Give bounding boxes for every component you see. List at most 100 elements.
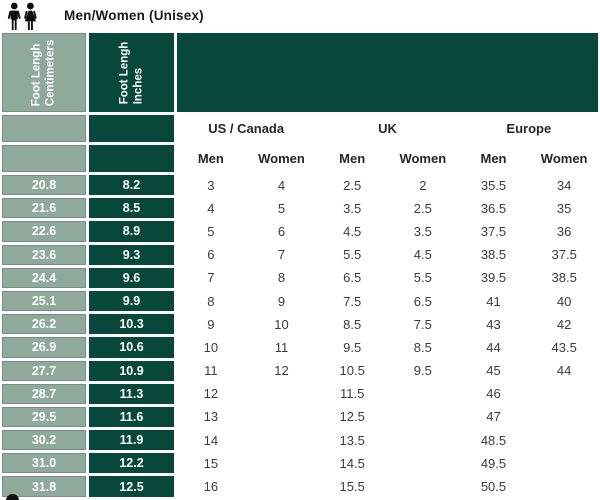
europe-women-size — [530, 476, 598, 496]
uk-women-size: 6.5 — [413, 293, 432, 309]
europe-men-size: 45 — [486, 363, 501, 379]
foot-length-cm-label: Foot Lengh Centimeters — [30, 39, 57, 106]
europe-women-size: 40 — [556, 293, 572, 309]
uk-women-size: 8.5 — [413, 339, 432, 355]
us-women-size — [248, 476, 316, 496]
inches-value: 10.6 — [89, 337, 174, 358]
europe-men-size: 39.5 — [480, 270, 507, 286]
inches-value: 10.9 — [89, 360, 174, 381]
us-men-size: 16 — [203, 479, 219, 495]
inches-column-spacer — [89, 115, 174, 142]
us-men-size: 3 — [207, 177, 215, 193]
us-women-size — [248, 430, 316, 450]
us-men-size: 4 — [207, 200, 215, 216]
uk-women-size: 4.5 — [413, 247, 432, 263]
cm-value: 25.1 — [2, 290, 86, 312]
uk-men-size: 8.5 — [343, 316, 362, 332]
uk-women-header: Women — [399, 151, 447, 166]
foot-length-inches-header: Foot Lengh Inches — [89, 33, 174, 112]
europe-men-size: 46 — [486, 386, 501, 402]
europe-men-size: 48.5 — [480, 432, 507, 448]
uk-women-size: 7.5 — [413, 316, 432, 332]
page-title: Men/Women (Unisex) — [64, 8, 204, 23]
us-men-size: 12 — [203, 386, 219, 402]
inches-value: 10.3 — [89, 314, 174, 335]
europe-men-size: 49.5 — [480, 455, 507, 471]
us-men-size: 7 — [207, 270, 215, 286]
europe-men-size: 43 — [486, 316, 501, 332]
uk-men-size: 10.5 — [339, 363, 365, 379]
europe-men-size: 38.5 — [480, 247, 507, 263]
region-europe: Europe — [506, 121, 552, 136]
region-uk: UK — [378, 121, 397, 136]
cm-value: 21.6 — [2, 198, 86, 219]
europe-men-header: Men — [480, 151, 507, 166]
uk-men-size: 9.5 — [343, 339, 362, 355]
cm-column-spacer — [2, 145, 86, 172]
inches-value: 8.5 — [89, 198, 174, 219]
region-us-canada: US / Canada — [208, 121, 285, 136]
europe-men-size: 35.5 — [480, 177, 507, 193]
cm-value: 31.0 — [2, 453, 86, 474]
us-women-size — [248, 453, 316, 473]
inches-value: 12.2 — [89, 453, 174, 474]
us-men-header: Men — [197, 151, 224, 166]
inches-value: 9.3 — [89, 244, 174, 265]
europe-women-size: 34 — [556, 177, 572, 193]
europe-men-size: 37.5 — [480, 223, 507, 239]
cm-value: 27.7 — [2, 360, 86, 381]
uk-men-size: 11.5 — [339, 386, 365, 402]
uk-women-size: 9.5 — [413, 363, 432, 379]
inches-value: 9.6 — [89, 267, 174, 288]
uk-men-size: 6.5 — [343, 270, 362, 286]
europe-women-size: 44 — [556, 363, 572, 379]
cm-value: 28.7 — [2, 383, 86, 404]
europe-women-size: 37.5 — [551, 247, 577, 263]
cm-value: 22.6 — [2, 221, 86, 242]
uk-women-size — [389, 430, 457, 450]
us-men-size: 9 — [207, 316, 215, 332]
europe-women-size — [530, 430, 598, 450]
uk-men-size: 13.5 — [339, 432, 365, 448]
uk-women-size: 2.5 — [413, 200, 432, 216]
uk-women-size: 2 — [419, 177, 427, 193]
man-woman-couple-icon — [7, 2, 37, 30]
us-men-size: 13 — [203, 409, 219, 425]
us-women-size — [248, 407, 316, 427]
inches-value: 11.9 — [89, 430, 174, 451]
uk-men-size: 14.5 — [339, 455, 365, 471]
header-green-band — [177, 33, 598, 112]
us-men-size: 8 — [207, 293, 215, 309]
cm-value: 20.8 — [2, 175, 86, 196]
us-men-size: 5 — [207, 223, 215, 239]
foot-length-cm-header: Foot Lengh Centimeters — [2, 33, 86, 112]
europe-men-size: 41 — [486, 293, 501, 309]
us-women-size: 12 — [274, 363, 289, 379]
us-men-size: 11 — [204, 363, 218, 379]
cropped-icon-fragment — [6, 494, 19, 500]
inches-column-spacer — [89, 145, 174, 172]
cm-value: 30.2 — [2, 430, 86, 451]
foot-length-inches-label: Foot Lengh Inches — [118, 41, 145, 104]
uk-men-header: Men — [339, 151, 366, 166]
inches-value: 8.2 — [89, 175, 174, 196]
us-women-header: Women — [258, 151, 305, 166]
uk-men-size: 12.5 — [339, 409, 365, 425]
inches-value: 11.3 — [89, 383, 174, 404]
us-women-size: 5 — [277, 200, 286, 216]
europe-men-size: 36.5 — [480, 200, 507, 216]
uk-men-size: 15.5 — [339, 479, 365, 495]
uk-women-size — [389, 453, 457, 473]
cm-value: 26.9 — [2, 337, 86, 358]
us-women-size: 7 — [277, 247, 286, 263]
us-men-size: 10 — [203, 339, 219, 355]
inches-value: 9.9 — [89, 290, 174, 312]
size-table: Foot Lengh Centimeters Foot Lengh Inches… — [2, 33, 598, 497]
us-women-size: 4 — [277, 177, 286, 193]
cm-value: 31.8 — [2, 476, 86, 497]
title-bar: Men/Women (Unisex) — [0, 0, 600, 33]
uk-women-size: 3.5 — [413, 223, 432, 239]
cm-value: 29.5 — [2, 406, 86, 428]
uk-men-size: 4.5 — [343, 223, 362, 239]
